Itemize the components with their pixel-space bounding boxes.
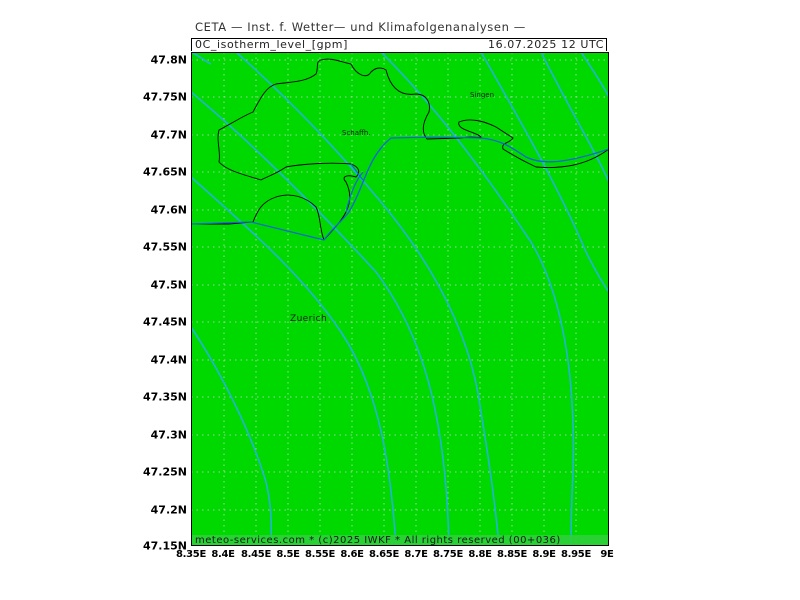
contour-line bbox=[540, 52, 609, 183]
lon-tick-label: 8.5E bbox=[276, 549, 300, 560]
country-border bbox=[191, 194, 325, 241]
lon-tick-label: 8.85E bbox=[496, 549, 528, 560]
lat-tick-label: 47.45N bbox=[143, 315, 187, 329]
river bbox=[191, 221, 325, 241]
lat-tick-label: 47.65N bbox=[143, 165, 187, 179]
lat-tick-label: 47.4N bbox=[150, 353, 187, 367]
river bbox=[323, 136, 609, 241]
lon-tick-label: 8.45E bbox=[240, 549, 272, 560]
lat-tick-label: 47.25N bbox=[143, 465, 187, 479]
city-label-schaffhausen: Schaffh. bbox=[342, 129, 371, 137]
contour-line bbox=[380, 52, 575, 546]
lat-tick-label: 47.7N bbox=[150, 128, 187, 142]
datetime-label: 16.07.2025 12 UTC bbox=[488, 38, 604, 51]
contour-line bbox=[191, 91, 450, 546]
title-bar: 0C_isotherm_level_[gpm] 16.07.2025 12 UT… bbox=[191, 38, 607, 51]
lat-tick-label: 47.75N bbox=[143, 90, 187, 104]
border-lines bbox=[191, 58, 609, 241]
lat-tick-label: 47.55N bbox=[143, 240, 187, 254]
institute-title: CETA — Inst. f. Wetter— und Klimafolgena… bbox=[195, 20, 526, 34]
lon-tick-label: 8.65E bbox=[368, 549, 400, 560]
river bbox=[345, 171, 364, 213]
copyright-text: meteo-services.com * (c)2025 IWKF * All … bbox=[195, 535, 561, 546]
contour-line bbox=[191, 326, 273, 546]
lat-tick-label: 47.35N bbox=[143, 390, 187, 404]
lon-tick-label: 8.9E bbox=[532, 549, 556, 560]
lon-tick-label: 8.8E bbox=[468, 549, 492, 560]
lon-tick-label: 8.95E bbox=[560, 549, 592, 560]
lon-tick-label: 8.55E bbox=[304, 549, 336, 560]
footer-band bbox=[191, 535, 609, 546]
lon-tick-label: 8.7E bbox=[404, 549, 428, 560]
city-label-singen: Singen bbox=[470, 91, 495, 99]
map-plot bbox=[191, 52, 609, 546]
lat-tick-label: 47.2N bbox=[150, 503, 187, 517]
lon-tick-label: 8.35E bbox=[175, 549, 207, 560]
river-lines bbox=[191, 136, 609, 241]
lat-tick-label: 47.5N bbox=[150, 278, 187, 292]
city-label-zuerich: Zuerich bbox=[290, 314, 328, 324]
lon-tick-label: 8.75E bbox=[432, 549, 464, 560]
lat-tick-label: 47.3N bbox=[150, 428, 187, 442]
lat-tick-label: 47.8N bbox=[150, 53, 187, 67]
contour-line bbox=[235, 52, 500, 546]
lake bbox=[350, 163, 364, 181]
lake-outline bbox=[350, 163, 364, 181]
contour-line bbox=[480, 52, 609, 293]
lon-tick-label: 9E bbox=[600, 549, 614, 560]
isotherm-contours bbox=[191, 52, 609, 546]
contour-line bbox=[580, 52, 609, 98]
country-border bbox=[217, 58, 609, 241]
lat-tick-label: 47.15N bbox=[143, 539, 187, 553]
contour-line bbox=[191, 52, 212, 65]
lon-tick-label: 8.6E bbox=[340, 549, 364, 560]
lat-tick-label: 47.6N bbox=[150, 203, 187, 217]
lon-tick-label: 8.4E bbox=[211, 549, 235, 560]
parameter-label: 0C_isotherm_level_[gpm] bbox=[195, 38, 349, 51]
grid-lines bbox=[191, 52, 609, 546]
